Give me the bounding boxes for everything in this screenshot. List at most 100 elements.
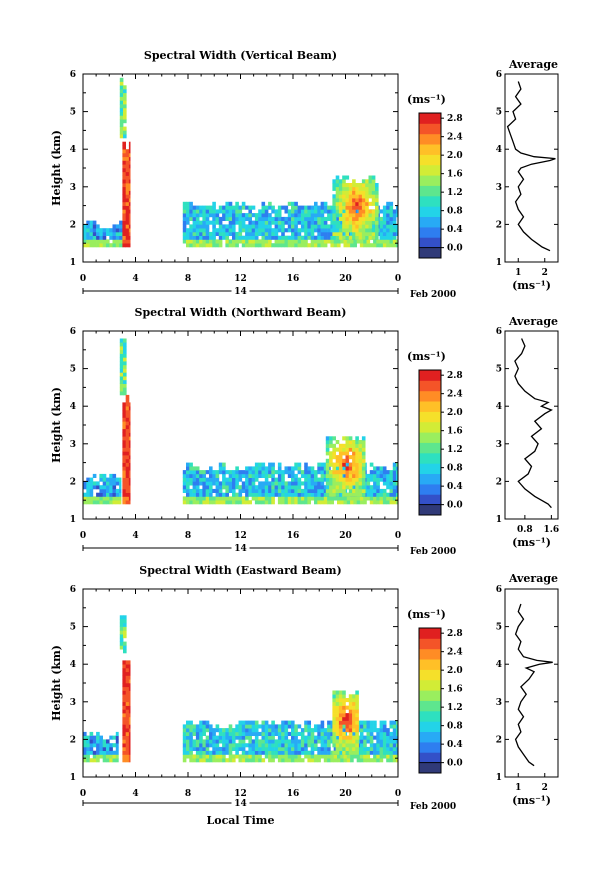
heatmap-cell <box>365 201 369 206</box>
heatmap-cell <box>332 492 336 497</box>
colorbar-swatch <box>419 154 441 166</box>
heatmap-cell <box>335 739 340 744</box>
heatmap-cell <box>258 473 262 478</box>
heatmap-cell <box>106 500 110 505</box>
heatmap-cell <box>348 488 353 493</box>
heatmap-cell <box>192 746 197 751</box>
heatmap-cell <box>186 754 190 759</box>
heatmap-cell <box>274 743 279 748</box>
heatmap-cell <box>122 413 126 418</box>
heatmap-cell <box>248 473 252 478</box>
heatmap-cell <box>320 485 325 490</box>
heatmap-cell <box>332 694 336 699</box>
heatmap-cell <box>310 488 315 493</box>
x-tick-label: 20 <box>339 789 352 799</box>
heatmap-cell <box>338 228 343 233</box>
heatmap-cell <box>125 436 130 441</box>
heatmap-cell <box>258 243 262 248</box>
heatmap-cell <box>307 466 311 471</box>
heatmap-cell <box>343 724 348 729</box>
heatmap-cell <box>122 216 126 221</box>
heatmap-cell <box>192 477 197 482</box>
heatmap-cell <box>235 201 239 206</box>
heatmap-cell <box>277 724 282 729</box>
heatmap-cell <box>373 239 377 244</box>
heatmap-cell <box>382 239 387 244</box>
heatmap-cell <box>338 447 343 452</box>
heatmap-cell <box>241 758 246 763</box>
heatmap-cell <box>382 205 387 210</box>
heatmap-cell <box>277 213 282 218</box>
heatmap-cell <box>345 194 350 199</box>
heatmap-cell <box>304 220 308 225</box>
heatmap-cell <box>329 488 333 493</box>
heatmap-cell <box>396 470 399 475</box>
heatmap-cell <box>329 492 333 497</box>
heatmap-cell <box>359 750 364 755</box>
heatmap-cell <box>128 488 131 493</box>
heatmap-cell <box>300 743 305 748</box>
heatmap-cell <box>232 746 236 751</box>
heatmap-cell <box>238 231 243 236</box>
heatmap-cell <box>366 750 371 755</box>
heatmap-cell <box>317 228 321 233</box>
heatmap-cell <box>355 462 359 467</box>
heatmap-cell <box>325 481 330 486</box>
colorbar-swatch <box>419 421 441 433</box>
heatmap-cell <box>373 746 377 751</box>
colorbar-tick-label: 1.2 <box>447 188 463 198</box>
y-tick-label: 5 <box>70 623 76 633</box>
heatmap-cell <box>348 216 353 221</box>
heatmap-cell <box>125 428 130 433</box>
avg-x-tick-label: 1 <box>515 783 521 793</box>
heatmap-cell <box>109 481 113 486</box>
heatmap-cell <box>248 720 252 725</box>
heatmap-cell <box>300 473 305 478</box>
heatmap-cell <box>348 731 353 736</box>
heatmap-cell <box>232 220 236 225</box>
heatmap-cell <box>202 743 206 748</box>
heatmap-cell <box>212 500 216 505</box>
heatmap-cell <box>359 746 364 751</box>
y-tick-label: 4 <box>70 660 76 670</box>
heatmap-cell <box>128 746 131 751</box>
heatmap-cell <box>258 750 262 755</box>
heatmap-cell <box>241 720 246 725</box>
heatmap-cell <box>379 728 384 733</box>
heatmap-cell <box>225 243 229 248</box>
heatmap-cell <box>232 239 236 244</box>
heatmap-cell <box>122 156 126 161</box>
heatmap-cell <box>338 716 343 721</box>
heatmap-cell <box>192 485 197 490</box>
heatmap-cell <box>323 466 328 471</box>
heatmap-cell <box>125 705 130 710</box>
heatmap-cell <box>232 209 236 214</box>
heatmap-cell <box>115 477 120 482</box>
heatmap-cell <box>268 488 272 493</box>
heatmap-cell <box>245 228 249 233</box>
heatmap-cell <box>348 720 353 725</box>
heatmap-cell <box>271 743 275 748</box>
heatmap-cell <box>195 728 200 733</box>
colorbar-swatch <box>419 133 441 145</box>
heatmap-cell <box>205 750 210 755</box>
heatmap-cell <box>294 209 298 214</box>
heatmap-cell <box>338 231 343 236</box>
heatmap-cell <box>261 216 266 221</box>
heatmap-cell <box>274 231 279 236</box>
heatmap-cell <box>327 235 331 240</box>
heatmap-cell <box>99 488 103 493</box>
heatmap-cell <box>355 690 359 695</box>
heatmap-cell <box>287 473 292 478</box>
heatmap-cell <box>125 473 130 478</box>
heatmap-cell <box>379 470 384 475</box>
colorbar-swatch <box>419 659 441 670</box>
heatmap-cell <box>245 213 249 218</box>
heatmap-cell <box>235 735 239 740</box>
heatmap-cell <box>241 481 246 486</box>
heatmap-cell <box>119 619 124 624</box>
heatmap-cell <box>215 728 220 733</box>
average-title: Average <box>508 315 558 328</box>
heatmap-cell <box>83 739 87 744</box>
heatmap-cell <box>232 228 236 233</box>
